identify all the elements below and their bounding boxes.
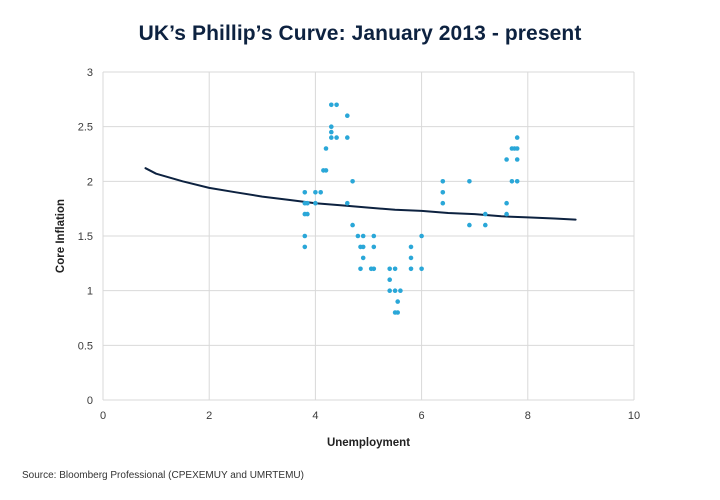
scatter-point	[387, 288, 393, 294]
scatter-point	[483, 211, 488, 217]
scatter-point	[483, 222, 488, 228]
scatter-point	[329, 135, 334, 140]
scatter-point	[395, 310, 401, 315]
scatter-point	[467, 222, 472, 228]
x-axis-title: Unemployment	[327, 437, 410, 449]
scatter-point	[371, 233, 377, 239]
scatter-point	[345, 135, 350, 140]
scatter-point	[305, 211, 310, 217]
scatter-point	[360, 233, 366, 239]
scatter-point	[419, 266, 424, 272]
scatter-point	[302, 190, 308, 195]
scatter-point	[504, 211, 509, 217]
scatter-point	[387, 277, 393, 283]
scatter-point	[302, 244, 308, 250]
trend-line	[144, 167, 577, 221]
x-tick-label: 2	[206, 410, 212, 422]
scatter-point	[368, 266, 374, 272]
scatter-point	[313, 200, 318, 206]
x-tick-label: 4	[312, 410, 318, 422]
scatter-point	[360, 255, 366, 261]
scatter-point	[350, 179, 355, 184]
scatter-point	[408, 244, 414, 250]
scatter-point	[355, 233, 361, 239]
scatter-point	[419, 233, 424, 239]
scatter-point	[467, 179, 472, 184]
scatter-point	[334, 102, 339, 108]
x-tick-label: 8	[525, 410, 531, 422]
scatter-point	[504, 200, 509, 206]
scatter-point	[408, 255, 414, 261]
scatter-point	[371, 244, 377, 250]
scatter-point	[313, 190, 318, 195]
x-tick-label: 6	[419, 410, 425, 422]
y-axis-title: Core Inflation	[55, 199, 67, 273]
scatter-point	[302, 233, 308, 239]
scatter-point	[392, 266, 398, 272]
scatter-point	[350, 222, 355, 228]
scatter-point	[408, 266, 414, 272]
grid	[102, 71, 635, 401]
scatter-point	[334, 135, 339, 140]
scatter-point	[509, 179, 515, 184]
scatter-point	[323, 146, 329, 151]
scatter-point	[318, 190, 324, 195]
y-tick-label: 1.5	[78, 231, 93, 243]
scatter-point	[329, 102, 334, 108]
scatter-point	[392, 288, 398, 294]
y-tick-label: 0.5	[78, 340, 93, 352]
scatter-point	[395, 299, 401, 304]
y-tick-label: 2	[87, 176, 93, 188]
trend-line-group	[144, 167, 577, 221]
chart-title: UK’s Phillip’s Curve: January 2013 - pre…	[138, 22, 582, 45]
scatter-point	[440, 190, 446, 195]
scatter-point	[440, 179, 446, 184]
scatter-point	[358, 266, 363, 272]
scatter-point	[514, 157, 520, 162]
scatter-point	[398, 288, 403, 294]
x-tick-label: 0	[100, 410, 106, 422]
scatter-point	[514, 135, 520, 140]
scatter-points	[302, 102, 520, 315]
x-tick-label: 10	[628, 410, 640, 422]
scatter-point	[514, 146, 520, 151]
y-tick-label: 3	[87, 67, 93, 79]
scatter-point	[345, 113, 350, 118]
y-tick-label: 1	[87, 286, 93, 298]
y-tick-label: 2.5	[78, 122, 93, 134]
source-note: Source: Bloomberg Professional (CPEXEMUY…	[22, 470, 304, 481]
y-tick-label: 0	[87, 395, 93, 407]
scatter-point	[504, 157, 509, 162]
scatter-point	[387, 266, 393, 272]
scatter-point	[329, 129, 334, 135]
scatter-point	[305, 200, 310, 206]
scatter-point	[345, 200, 350, 206]
scatter-point	[360, 244, 366, 250]
scatter-point	[323, 168, 329, 173]
scatter-point	[329, 124, 334, 129]
scatter-point	[440, 200, 446, 206]
scatter-point	[514, 179, 520, 184]
axis-ticks: 0 0.5 1 1.5 2 2.5 3 0 2 4 6 8 10	[78, 67, 640, 422]
